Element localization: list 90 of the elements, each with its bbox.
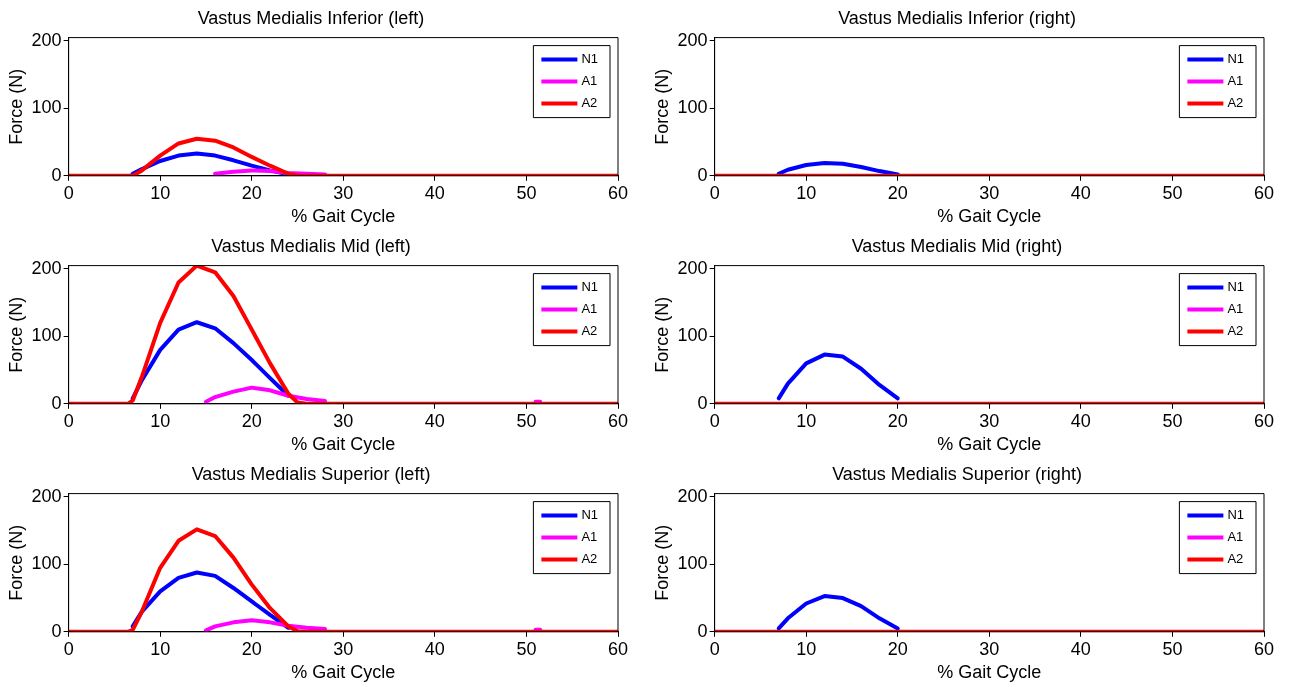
legend-label: A2: [1227, 551, 1244, 567]
y-tick-label: 200: [31, 29, 62, 50]
legend-label: N1: [581, 279, 599, 295]
x-tick-label: 30: [333, 410, 354, 431]
x-tick-label: 30: [333, 182, 354, 203]
y-tick-label: 100: [677, 325, 708, 346]
chart-title: Vastus Medialis Superior (right): [832, 463, 1082, 484]
legend-label: A2: [1227, 95, 1244, 111]
x-tick-label: 60: [1253, 182, 1275, 203]
y-tick-label: 100: [31, 553, 62, 574]
x-tick-label: 10: [796, 638, 817, 659]
x-axis-title: % Gait Cycle: [291, 662, 396, 683]
x-tick-label: 20: [887, 182, 908, 203]
x-axis-title: % Gait Cycle: [291, 206, 396, 227]
x-tick-label: 50: [516, 410, 537, 431]
x-tick-label: 10: [796, 410, 817, 431]
x-tick-label: 50: [1162, 638, 1183, 659]
legend-label: A1: [581, 301, 598, 317]
x-tick-label: 40: [424, 638, 445, 659]
legend-label: A2: [581, 323, 598, 339]
y-tick-label: 200: [677, 257, 708, 278]
legend-label: N1: [581, 507, 599, 523]
legend-label: A1: [1227, 529, 1244, 545]
y-axis-title: Force (N): [651, 296, 672, 373]
y-axis-title: Force (N): [5, 68, 26, 145]
y-axis-title: Force (N): [651, 524, 672, 601]
x-tick-label: 40: [1070, 182, 1091, 203]
y-tick-label: 0: [51, 392, 62, 413]
legend-label: N1: [1227, 279, 1245, 295]
y-tick-label: 0: [697, 164, 708, 185]
y-tick-label: 100: [31, 325, 62, 346]
x-tick-label: 60: [1253, 638, 1275, 659]
y-tick-label: 200: [31, 485, 62, 506]
x-tick-label: 10: [150, 182, 171, 203]
y-axis-title: Force (N): [651, 68, 672, 145]
y-tick-label: 200: [31, 257, 62, 278]
y-tick-label: 0: [51, 164, 62, 185]
x-axis-title: % Gait Cycle: [291, 434, 396, 455]
x-tick-label: 30: [979, 638, 1000, 659]
legend-label: A1: [581, 529, 598, 545]
y-tick-label: 100: [31, 97, 62, 118]
legend-label: A2: [581, 95, 598, 111]
legend-label: A1: [1227, 73, 1244, 89]
x-tick-label: 30: [979, 182, 1000, 203]
x-tick-label: 20: [887, 410, 908, 431]
x-axis-title: % Gait Cycle: [937, 206, 1042, 227]
x-tick-label: 60: [607, 182, 629, 203]
x-tick-label: 10: [150, 410, 171, 431]
x-tick-label: 40: [1070, 638, 1091, 659]
legend-label: A1: [1227, 301, 1244, 317]
legend-label: N1: [1227, 507, 1245, 523]
legend-label: A2: [1227, 323, 1244, 339]
y-tick-label: 100: [677, 97, 708, 118]
x-axis-title: % Gait Cycle: [937, 662, 1042, 683]
chart-title: Vastus Medialis Superior (left): [191, 463, 431, 484]
x-tick-label: 40: [1070, 410, 1091, 431]
x-tick-label: 20: [241, 638, 262, 659]
y-tick-label: 100: [677, 553, 708, 574]
y-tick-label: 200: [677, 485, 708, 506]
x-tick-label: 40: [424, 182, 445, 203]
x-axis-title: % Gait Cycle: [937, 434, 1042, 455]
x-tick-label: 60: [607, 410, 629, 431]
x-tick-label: 50: [1162, 410, 1183, 431]
y-tick-label: 0: [697, 620, 708, 641]
x-tick-label: 20: [241, 410, 262, 431]
y-axis-title: Force (N): [5, 524, 26, 601]
y-axis-title: Force (N): [5, 296, 26, 373]
chart-title: Vastus Medialis Mid (left): [211, 235, 411, 256]
x-tick-label: 50: [516, 638, 537, 659]
y-tick-label: 0: [51, 620, 62, 641]
x-tick-label: 30: [979, 410, 1000, 431]
legend-label: N1: [581, 51, 599, 67]
y-tick-label: 200: [677, 29, 708, 50]
x-tick-label: 40: [424, 410, 445, 431]
x-tick-label: 20: [241, 182, 262, 203]
x-tick-label: 10: [150, 638, 171, 659]
legend-label: A2: [581, 551, 598, 567]
x-tick-label: 60: [1253, 410, 1275, 431]
x-tick-label: 50: [1162, 182, 1183, 203]
x-tick-label: 10: [796, 182, 817, 203]
chart-title: Vastus Medialis Mid (right): [851, 235, 1063, 256]
x-tick-label: 50: [516, 182, 537, 203]
x-tick-label: 60: [607, 638, 629, 659]
chart-title: Vastus Medialis Inferior (right): [838, 7, 1076, 28]
y-tick-label: 0: [697, 392, 708, 413]
chart-title: Vastus Medialis Inferior (left): [197, 7, 425, 28]
legend-label: N1: [1227, 51, 1245, 67]
x-tick-label: 20: [887, 638, 908, 659]
legend-label: A1: [581, 73, 598, 89]
x-tick-label: 30: [333, 638, 354, 659]
